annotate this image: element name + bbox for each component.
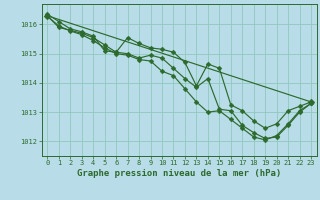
X-axis label: Graphe pression niveau de la mer (hPa): Graphe pression niveau de la mer (hPa) (77, 169, 281, 178)
